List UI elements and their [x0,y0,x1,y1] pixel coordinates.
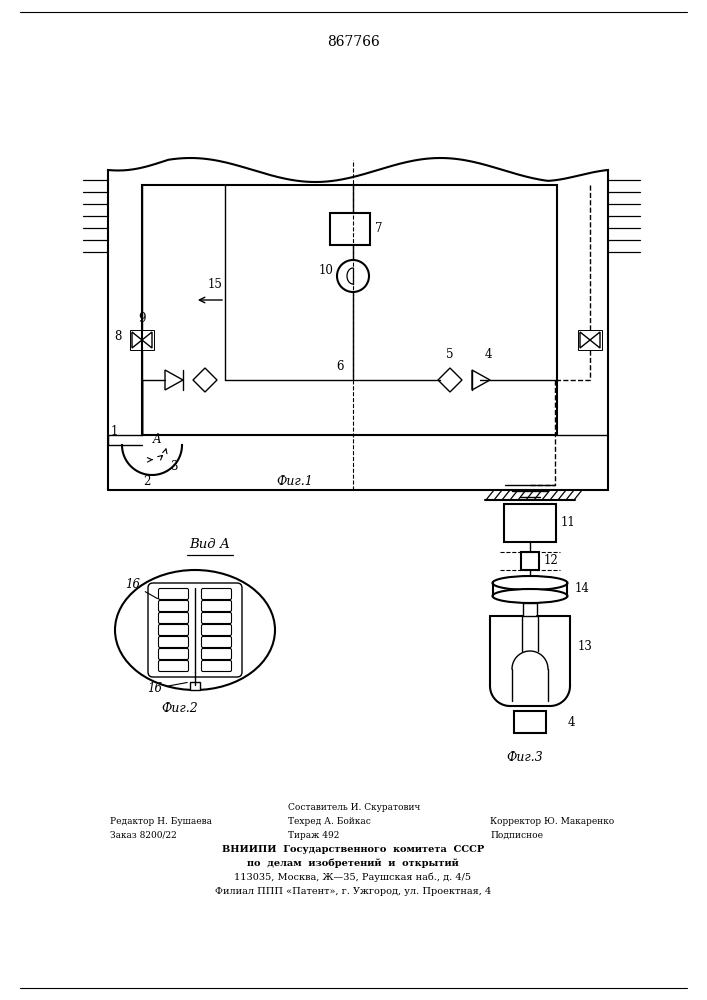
FancyBboxPatch shape [201,637,231,648]
Text: по  делам  изобретений  и  открытий: по делам изобретений и открытий [247,858,459,868]
Bar [142,185,557,435]
Polygon shape [472,370,490,390]
Text: Подписное: Подписное [490,831,543,840]
Polygon shape [165,370,183,390]
Bar [190,682,200,690]
FancyBboxPatch shape [158,600,189,611]
Bar [330,213,370,245]
FancyBboxPatch shape [148,583,242,677]
FancyBboxPatch shape [201,660,231,672]
Ellipse shape [493,589,568,603]
Text: Техред А. Бойкас: Техред А. Бойкас [288,817,371,826]
Text: Фиг.2: Фиг.2 [162,702,199,715]
Text: 16: 16 [125,578,158,599]
Text: Составитель И. Скуратович: Составитель И. Скуратович [288,803,421,812]
Text: Заказ 8200/22: Заказ 8200/22 [110,831,177,840]
Text: 15: 15 [208,278,223,291]
Text: 113035, Москва, Ж—35, Раушская наб., д. 4/5: 113035, Москва, Ж—35, Раушская наб., д. … [235,872,472,882]
Polygon shape [132,332,142,348]
Text: 5: 5 [446,348,454,361]
FancyBboxPatch shape [158,624,189,636]
Text: 9: 9 [139,312,146,325]
Text: 6: 6 [337,360,344,373]
Polygon shape [193,368,217,392]
FancyBboxPatch shape [158,648,189,660]
Text: Вид А: Вид А [189,538,230,551]
FancyBboxPatch shape [201,612,231,624]
Text: Фиг.3: Фиг.3 [507,751,544,764]
Text: 14: 14 [575,582,590,594]
Text: Редактор Н. Бушаева: Редактор Н. Бушаева [110,817,212,826]
Polygon shape [142,332,152,348]
Text: 2: 2 [144,475,151,488]
FancyBboxPatch shape [201,600,231,611]
Text: ВНИИПИ  Государственного  комитета  СССР: ВНИИПИ Государственного комитета СССР [222,845,484,854]
Circle shape [337,260,369,292]
Polygon shape [438,368,462,392]
Bar [514,711,546,733]
Text: 867766: 867766 [327,35,380,49]
FancyBboxPatch shape [158,588,189,599]
Text: Фиг.1: Фиг.1 [276,475,313,488]
Polygon shape [580,332,590,348]
FancyBboxPatch shape [201,624,231,636]
Text: Корректор Ю. Макаренко: Корректор Ю. Макаренко [490,817,614,826]
Text: Тираж 492: Тираж 492 [288,831,339,840]
Bar [130,330,154,350]
FancyBboxPatch shape [158,660,189,672]
Text: 3: 3 [170,460,177,473]
FancyBboxPatch shape [201,648,231,660]
FancyBboxPatch shape [158,612,189,624]
Text: 10: 10 [318,263,333,276]
Bar [521,552,539,570]
Text: 16: 16 [147,682,187,695]
Text: 4: 4 [485,348,493,361]
Text: Филиал ППП «Патент», г. Ужгород, ул. Проектная, 4: Филиал ППП «Патент», г. Ужгород, ул. Про… [215,887,491,896]
Text: 1: 1 [110,425,117,438]
Text: 11: 11 [561,516,575,530]
Text: 13: 13 [578,640,593,652]
Text: 7: 7 [375,223,382,235]
Ellipse shape [493,576,568,590]
Text: A: A [153,433,161,446]
Bar [578,330,602,350]
Bar [504,504,556,542]
Ellipse shape [115,570,275,690]
FancyBboxPatch shape [201,588,231,599]
Polygon shape [590,332,600,348]
Text: 8: 8 [115,330,122,343]
FancyBboxPatch shape [158,637,189,648]
Text: 12: 12 [544,554,559,568]
Text: 4: 4 [568,716,575,728]
